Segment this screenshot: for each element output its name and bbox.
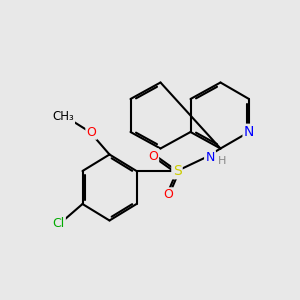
Text: O: O [163, 188, 173, 202]
Text: O: O [87, 125, 96, 139]
Text: N: N [244, 125, 254, 139]
Text: H: H [218, 155, 226, 166]
Text: CH₃: CH₃ [52, 110, 74, 124]
Text: N: N [205, 151, 215, 164]
Text: S: S [172, 164, 182, 178]
Text: O: O [148, 149, 158, 163]
Text: Cl: Cl [52, 217, 64, 230]
